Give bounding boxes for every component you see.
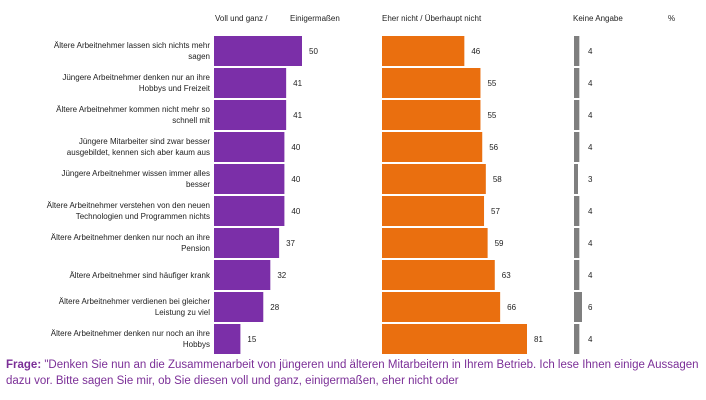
bar-keine-angabe — [574, 100, 580, 130]
value-keine-angabe: 4 — [588, 335, 593, 344]
bar-voll-einigermassen — [214, 100, 287, 130]
bar-eher-nicht — [382, 196, 485, 226]
value-voll-einigermassen: 15 — [247, 335, 256, 344]
bar-keine-angabe — [574, 228, 580, 258]
bar-keine-angabe — [574, 324, 580, 354]
bar-eher-nicht — [382, 292, 501, 322]
header-voll: Voll und ganz / — [215, 14, 268, 23]
header-keine-angabe: Keine Angabe — [573, 14, 623, 23]
question-text: Frage: "Denken Sie nun an die Zusammenar… — [6, 357, 702, 389]
header-percent: % — [668, 14, 676, 23]
bar-eher-nicht — [382, 228, 488, 258]
value-eher-nicht: 46 — [471, 47, 480, 56]
question-body: "Denken Sie nun an die Zusammenarbeit vo… — [6, 359, 699, 387]
bar-eher-nicht — [382, 324, 527, 354]
value-eher-nicht: 55 — [487, 79, 496, 88]
value-voll-einigermassen: 28 — [270, 303, 279, 312]
bar-voll-einigermassen — [214, 132, 285, 162]
bar-eher-nicht — [382, 260, 495, 290]
value-voll-einigermassen: 41 — [293, 111, 302, 120]
value-keine-angabe: 4 — [588, 143, 593, 152]
value-keine-angabe: 4 — [588, 239, 593, 248]
value-keine-angabe: 4 — [588, 207, 593, 216]
value-keine-angabe: 4 — [588, 79, 593, 88]
bar-voll-einigermassen — [214, 260, 271, 290]
bar-voll-einigermassen — [214, 164, 285, 194]
bar-eher-nicht — [382, 164, 486, 194]
bar-eher-nicht — [382, 68, 481, 98]
value-eher-nicht: 63 — [502, 271, 511, 280]
bar-eher-nicht — [382, 100, 481, 130]
top-strip — [0, 0, 706, 5]
row-label: Ältere Arbeitnehmer lassen sich nichts m… — [54, 41, 210, 61]
bar-voll-einigermassen — [214, 36, 302, 66]
value-keine-angabe: 4 — [588, 271, 593, 280]
row-label: Ältere Arbeitnehmer kommen nicht mehr so… — [56, 105, 211, 125]
value-keine-angabe: 6 — [588, 303, 593, 312]
bar-keine-angabe — [574, 68, 580, 98]
value-voll-einigermassen: 37 — [286, 239, 295, 248]
value-eher-nicht: 57 — [491, 207, 500, 216]
value-keine-angabe: 3 — [588, 175, 593, 184]
row-label: Jüngere Arbeitnehmer denken nur an ihre H… — [62, 73, 210, 93]
row-label: Ältere Arbeitnehmer denken nur noch an i… — [51, 233, 211, 253]
row-label: Ältere Arbeitnehmer denken nur noch an i… — [51, 329, 211, 349]
value-eher-nicht: 58 — [493, 175, 502, 184]
value-eher-nicht: 81 — [534, 335, 543, 344]
value-voll-einigermassen: 41 — [293, 79, 302, 88]
bar-voll-einigermassen — [214, 196, 285, 226]
bar-voll-einigermassen — [214, 228, 280, 258]
survey-bar-chart: Ältere Arbeitnehmer lassen sich nichts m… — [47, 36, 593, 354]
value-eher-nicht: 66 — [507, 303, 516, 312]
value-keine-angabe: 4 — [588, 47, 593, 56]
bar-eher-nicht — [382, 132, 483, 162]
bar-keine-angabe — [574, 196, 580, 226]
value-eher-nicht: 55 — [487, 111, 496, 120]
header-eher-nicht: Eher nicht / Überhaupt nicht — [382, 14, 482, 23]
value-voll-einigermassen: 40 — [291, 175, 300, 184]
bar-eher-nicht — [382, 36, 465, 66]
value-voll-einigermassen: 40 — [291, 143, 300, 152]
value-eher-nicht: 59 — [495, 239, 504, 248]
value-voll-einigermassen: 40 — [291, 207, 300, 216]
row-label: Ältere Arbeitnehmer verdienen bei gleich… — [59, 297, 211, 317]
row-label: Ältere Arbeitnehmer verstehen von den ne… — [47, 201, 210, 221]
bar-voll-einigermassen — [214, 292, 264, 322]
row-label: Jüngere Mitarbeiter sind zwar besser ausg… — [67, 137, 211, 157]
bar-voll-einigermassen — [214, 68, 287, 98]
value-keine-angabe: 4 — [588, 111, 593, 120]
bar-keine-angabe — [574, 260, 580, 290]
bar-voll-einigermassen — [214, 324, 241, 354]
bar-keine-angabe — [574, 36, 580, 66]
value-eher-nicht: 56 — [489, 143, 498, 152]
bar-keine-angabe — [574, 132, 580, 162]
row-label: Jüngere Arbeitnehmer wissen immer alles b… — [61, 169, 210, 189]
bar-keine-angabe — [574, 292, 582, 322]
value-voll-einigermassen: 50 — [309, 47, 318, 56]
bar-keine-angabe — [574, 164, 578, 194]
row-label: Ältere Arbeitnehmer sind häufiger krank — [69, 271, 211, 280]
header-einigermassen: Einigermaßen — [290, 14, 340, 23]
value-voll-einigermassen: 32 — [277, 271, 286, 280]
question-label: Frage: — [6, 359, 42, 371]
